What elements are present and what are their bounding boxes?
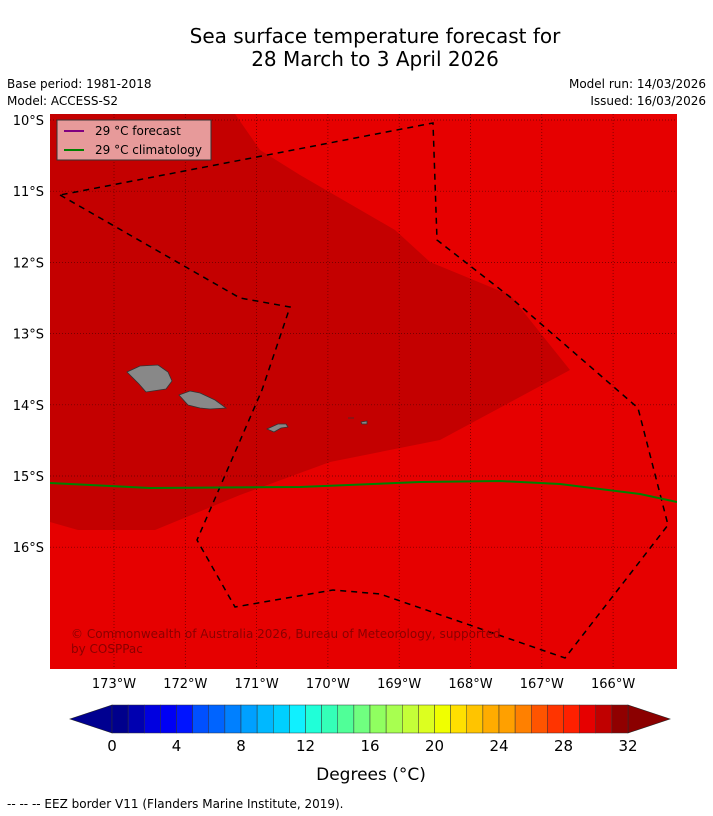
colorbar-bin [466,704,484,734]
eez-footnote: -- -- -- EEZ border V11 (Flanders Marine… [7,797,344,811]
colorbar-bin [563,704,580,734]
colorbar-bin [240,704,258,734]
colorbar-bin [273,704,290,734]
colorbar-tick-label: 16 [360,737,379,755]
colorbar-tick-label: 8 [236,737,246,755]
legend-climatology-label: 29 °C climatology [95,143,202,157]
colorbar-bin [256,704,274,734]
colorbar-tick-label: 28 [554,737,573,755]
colorbar-bin [144,704,161,734]
colorbar-bin [305,704,322,734]
base-period: Base period: 1981-2018 [7,77,152,91]
colorbar-bin [208,704,226,734]
lon-tick-label: 169°W [377,677,421,692]
colorbar-tick-label: 20 [425,737,444,755]
colorbar-bin [482,704,500,734]
model-run: Model run: 14/03/2026 [568,77,706,91]
colorbar-bin [192,704,209,734]
colorbar-bin [611,704,629,734]
colorbar-tick-label: 32 [618,737,637,755]
colorbar-bin [402,704,419,734]
colorbar-tick-label: 12 [296,737,315,755]
lon-tick-label: 168°W [448,677,492,692]
lon-tick-label: 170°W [306,677,350,692]
copyright-line1: © Commonwealth of Australia 2026, Bureau… [71,627,501,641]
colorbar-tick-label: 24 [489,737,508,755]
colorbar-bin [321,704,338,734]
colorbar-tick-label: 0 [107,737,117,755]
graticule [50,114,677,669]
lat-tick-label: 12°S [13,256,44,271]
colorbar-bin [224,704,242,734]
lon-tick-label: 167°W [520,677,564,692]
colorbar-bin [418,704,435,734]
colorbar-bin [289,704,306,734]
colorbar-bin [176,704,193,734]
chart-title-line1: Sea surface temperature forecast for [189,24,561,48]
lon-tick-label: 171°W [235,677,279,692]
lon-tick-label: 166°W [591,677,635,692]
lat-tick-label: 15°S [13,470,44,485]
chart-title-line2: 28 March to 3 April 2026 [251,47,499,71]
colorbar-bin [514,704,532,734]
colorbar-bin [111,704,129,734]
lon-tick-label: 172°W [163,677,207,692]
legend-forecast-label: 29 °C forecast [95,124,181,138]
colorbar-bin [353,704,371,734]
lat-tick-label: 13°S [13,328,44,343]
colorbar-over-extend [627,704,671,734]
copyright-line2: by COSPPac [71,642,143,656]
colorbar-bin [127,704,145,734]
eez-border [57,122,669,659]
colorbar-bin [450,704,467,734]
colorbar: 0 4 8 12 16 20 24 28 32 [69,704,671,755]
colorbar-bin [385,704,403,734]
model-name: Model: ACCESS-S2 [7,94,119,108]
climatology-29c-contour [50,479,677,503]
lat-tick-label: 16°S [13,541,44,556]
lat-tick-label: 11°S [13,185,44,200]
colorbar-bin [337,704,355,734]
colorbar-bin [160,704,177,734]
issued-date: Issued: 16/03/2026 [590,94,706,108]
colorbar-label: Degrees (°C) [316,765,426,785]
colorbar-bin [579,704,596,734]
lat-tick-label: 14°S [13,399,44,414]
colorbar-bin [369,704,387,734]
colorbar-bin [547,704,564,734]
colorbar-under-extend [69,704,113,734]
colorbar-bin [434,704,451,734]
land-samoa [126,364,368,433]
lon-tick-label: 173°W [92,677,136,692]
colorbar-tick-label: 4 [172,737,182,755]
sst-field-warm-region [50,114,570,530]
colorbar-bin [595,704,613,734]
colorbar-bin [531,704,548,734]
lat-tick-label: 10°S [13,114,44,129]
legend-box: 29 °C forecast 29 °C climatology [56,119,212,161]
colorbar-bin [498,704,516,734]
